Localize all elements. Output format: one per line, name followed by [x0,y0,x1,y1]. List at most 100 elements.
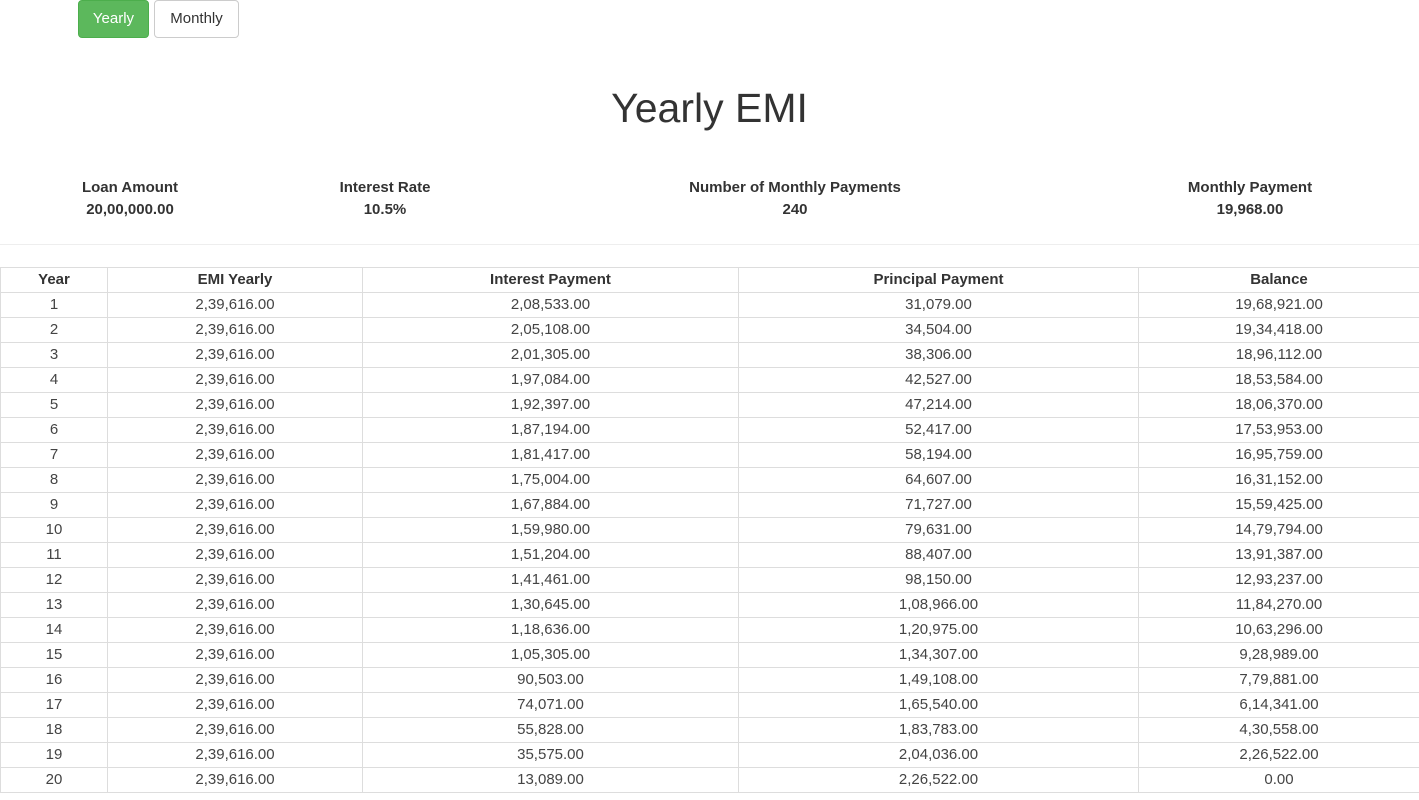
balance-cell: 13,91,387.00 [1138,542,1419,568]
monthly-payment-label: Monthly Payment [1187,179,1313,196]
principal-payment-cell: 1,65,540.00 [738,692,1139,718]
emi-yearly-cell: 2,39,616.00 [107,617,363,643]
monthly-payment-summary: Monthly Payment 19,968.00 [1170,177,1330,221]
emi-yearly-cell: 2,39,616.00 [107,517,363,543]
balance-cell: 15,59,425.00 [1138,492,1419,518]
table-row: 18 2,39,616.00 55,828.00 1,83,783.00 4,30,55… [0,717,1419,743]
emi-yearly-cell: 2,39,616.00 [107,442,363,468]
principal-payment-cell: 79,631.00 [738,517,1139,543]
emi-yearly-cell: 2,39,616.00 [107,317,363,343]
emi-schedule-table: Year EMI Yearly Interest Payment Princip… [0,267,1419,793]
table-row: 7 2,39,616.00 1,81,417.00 58,194.00 16,95,75… [0,442,1419,468]
emi-yearly-cell: 2,39,616.00 [107,392,363,418]
balance-cell: 16,95,759.00 [1138,442,1419,468]
loan-amount-label: Loan Amount [81,179,179,196]
balance-cell: 12,93,237.00 [1138,567,1419,593]
principal-payment-cell: 64,607.00 [738,467,1139,493]
monthly-button[interactable]: Monthly [154,0,239,38]
principal-payment-cell: 1,83,783.00 [738,717,1139,743]
balance-cell: 17,53,953.00 [1138,417,1419,443]
section-divider [0,244,1419,245]
table-row: 12 2,39,616.00 1,41,461.00 98,150.00 12,93,2… [0,567,1419,593]
table-body: 1 2,39,616.00 2,08,533.00 31,079.00 19,68,92… [0,292,1419,793]
interest-rate-summary: Interest Rate 10.5% [335,177,435,221]
emi-yearly-cell: 2,39,616.00 [107,492,363,518]
year-cell: 15 [0,642,108,668]
year-cell: 17 [0,692,108,718]
emi-yearly-cell: 2,39,616.00 [107,642,363,668]
principal-payment-cell: 2,04,036.00 [738,742,1139,768]
year-cell: 2 [0,317,108,343]
yearly-button[interactable]: Yearly [78,0,149,38]
principal-payment-cell: 1,34,307.00 [738,642,1139,668]
table-row: 4 2,39,616.00 1,97,084.00 42,527.00 18,53,58… [0,367,1419,393]
year-cell: 18 [0,717,108,743]
table-row: 11 2,39,616.00 1,51,204.00 88,407.00 13,91,3… [0,542,1419,568]
page-title: Yearly EMI [611,85,808,131]
interest-payment-cell: 1,41,461.00 [362,567,739,593]
interest-payment-cell: 1,67,884.00 [362,492,739,518]
year-cell: 9 [0,492,108,518]
principal-payment-cell: 58,194.00 [738,442,1139,468]
emi-yearly-cell: 2,39,616.00 [107,292,363,318]
interest-payment-cell: 55,828.00 [362,717,739,743]
balance-cell: 0.00 [1138,767,1419,793]
interest-payment-cell: 1,59,980.00 [362,517,739,543]
balance-cell: 11,84,270.00 [1138,592,1419,618]
interest-payment-cell: 2,08,533.00 [362,292,739,318]
year-cell: 12 [0,567,108,593]
balance-cell: 6,14,341.00 [1138,692,1419,718]
balance-cell: 19,34,418.00 [1138,317,1419,343]
loan-amount-summary: Loan Amount 20,00,000.00 [80,177,180,221]
emi-yearly-cell: 2,39,616.00 [107,667,363,693]
year-cell: 20 [0,767,108,793]
principal-payment-cell: 71,727.00 [738,492,1139,518]
num-payments-label: Number of Monthly Payments [689,179,901,196]
principal-payment-cell: 1,08,966.00 [738,592,1139,618]
year-cell: 11 [0,542,108,568]
balance-cell: 2,26,522.00 [1138,742,1419,768]
principal-payment-cell: 42,527.00 [738,367,1139,393]
interest-payment-cell: 2,05,108.00 [362,317,739,343]
year-cell: 6 [0,417,108,443]
emi-yearly-cell: 2,39,616.00 [107,717,363,743]
table-row: 8 2,39,616.00 1,75,004.00 64,607.00 16,31,15… [0,467,1419,493]
emi-yearly-column-header: EMI Yearly [107,267,363,293]
interest-payment-column-header: Interest Payment [362,267,739,293]
year-cell: 3 [0,342,108,368]
emi-yearly-cell: 2,39,616.00 [107,342,363,368]
year-cell: 8 [0,467,108,493]
interest-payment-cell: 1,92,397.00 [362,392,739,418]
table-row: 1 2,39,616.00 2,08,533.00 31,079.00 19,68,92… [0,292,1419,318]
emi-yearly-cell: 2,39,616.00 [107,542,363,568]
interest-payment-cell: 2,01,305.00 [362,342,739,368]
interest-payment-cell: 1,87,194.00 [362,417,739,443]
table-row: 19 2,39,616.00 35,575.00 2,04,036.00 2,26,52… [0,742,1419,768]
year-cell: 1 [0,292,108,318]
year-cell: 4 [0,367,108,393]
balance-cell: 18,53,584.00 [1138,367,1419,393]
balance-cell: 18,06,370.00 [1138,392,1419,418]
year-cell: 14 [0,617,108,643]
interest-payment-cell: 1,30,645.00 [362,592,739,618]
balance-cell: 18,96,112.00 [1138,342,1419,368]
table-row: 15 2,39,616.00 1,05,305.00 1,34,307.00 9,28,… [0,642,1419,668]
year-cell: 16 [0,667,108,693]
principal-payment-cell: 34,504.00 [738,317,1139,343]
interest-payment-cell: 1,81,417.00 [362,442,739,468]
principal-payment-cell: 38,306.00 [738,342,1139,368]
table-row: 20 2,39,616.00 13,089.00 2,26,522.00 0.00 [0,767,1419,793]
table-row: 5 2,39,616.00 1,92,397.00 47,214.00 18,06,37… [0,392,1419,418]
interest-payment-cell: 35,575.00 [362,742,739,768]
balance-cell: 16,31,152.00 [1138,467,1419,493]
balance-cell: 14,79,794.00 [1138,517,1419,543]
principal-payment-cell: 1,20,975.00 [738,617,1139,643]
table-row: 6 2,39,616.00 1,87,194.00 52,417.00 17,53,95… [0,417,1419,443]
emi-yearly-cell: 2,39,616.00 [107,567,363,593]
emi-yearly-cell: 2,39,616.00 [107,467,363,493]
year-cell: 19 [0,742,108,768]
monthly-payment-value: 19,968.00 [1216,201,1284,218]
table-row: 9 2,39,616.00 1,67,884.00 71,727.00 15,59,42… [0,492,1419,518]
balance-cell: 9,28,989.00 [1138,642,1419,668]
balance-cell: 7,79,881.00 [1138,667,1419,693]
